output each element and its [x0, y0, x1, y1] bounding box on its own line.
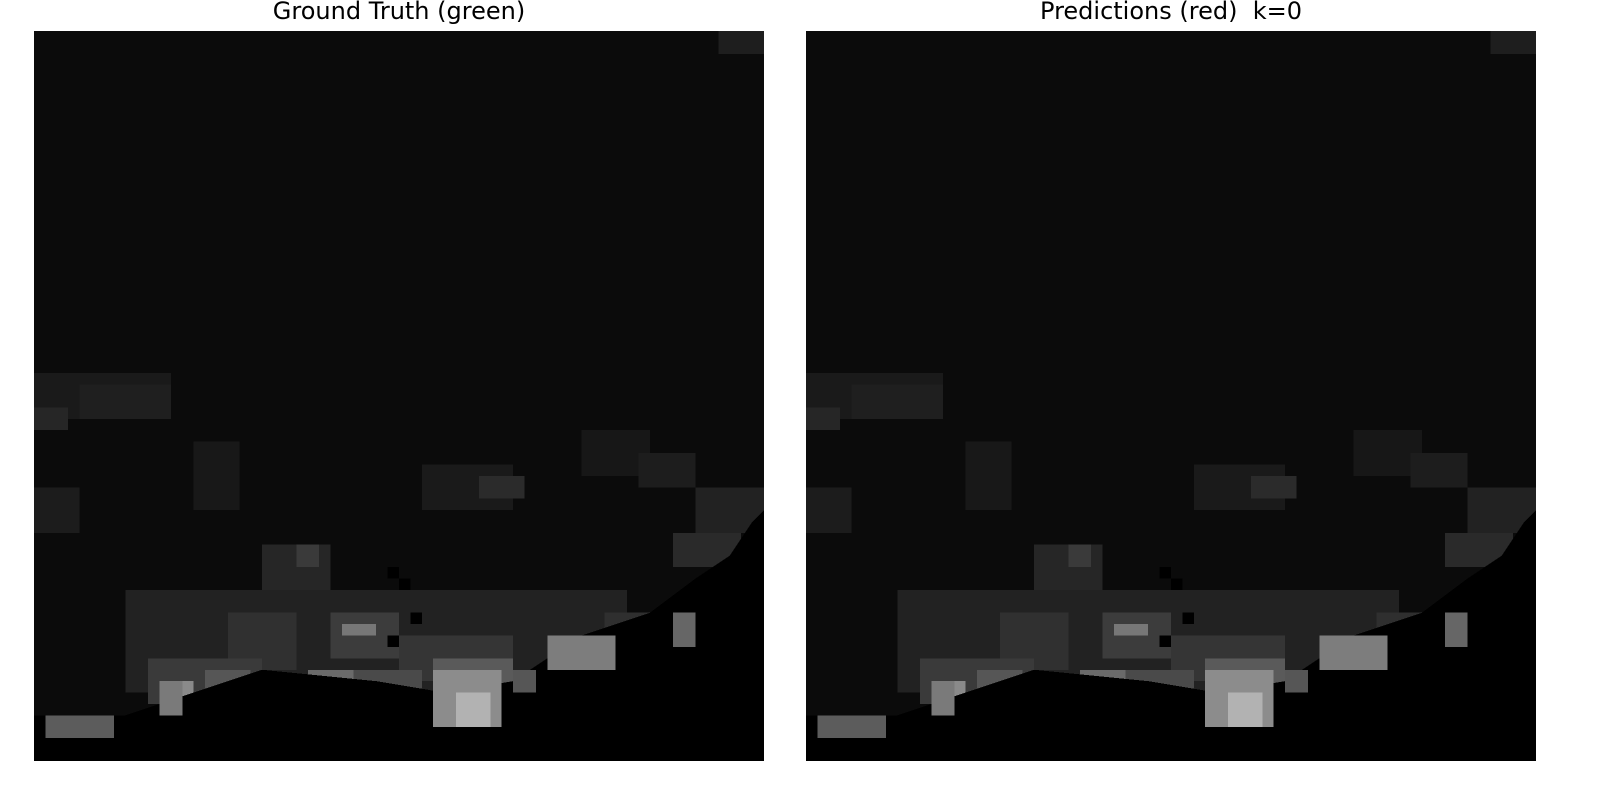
predictions-image — [806, 31, 1536, 761]
ground-truth-image — [34, 31, 764, 761]
image-content-copy — [806, 31, 1536, 761]
image-content — [34, 31, 764, 761]
predictions-title: Predictions (red) k=0 — [1040, 0, 1302, 25]
ground-truth-title: Ground Truth (green) — [272, 0, 526, 25]
